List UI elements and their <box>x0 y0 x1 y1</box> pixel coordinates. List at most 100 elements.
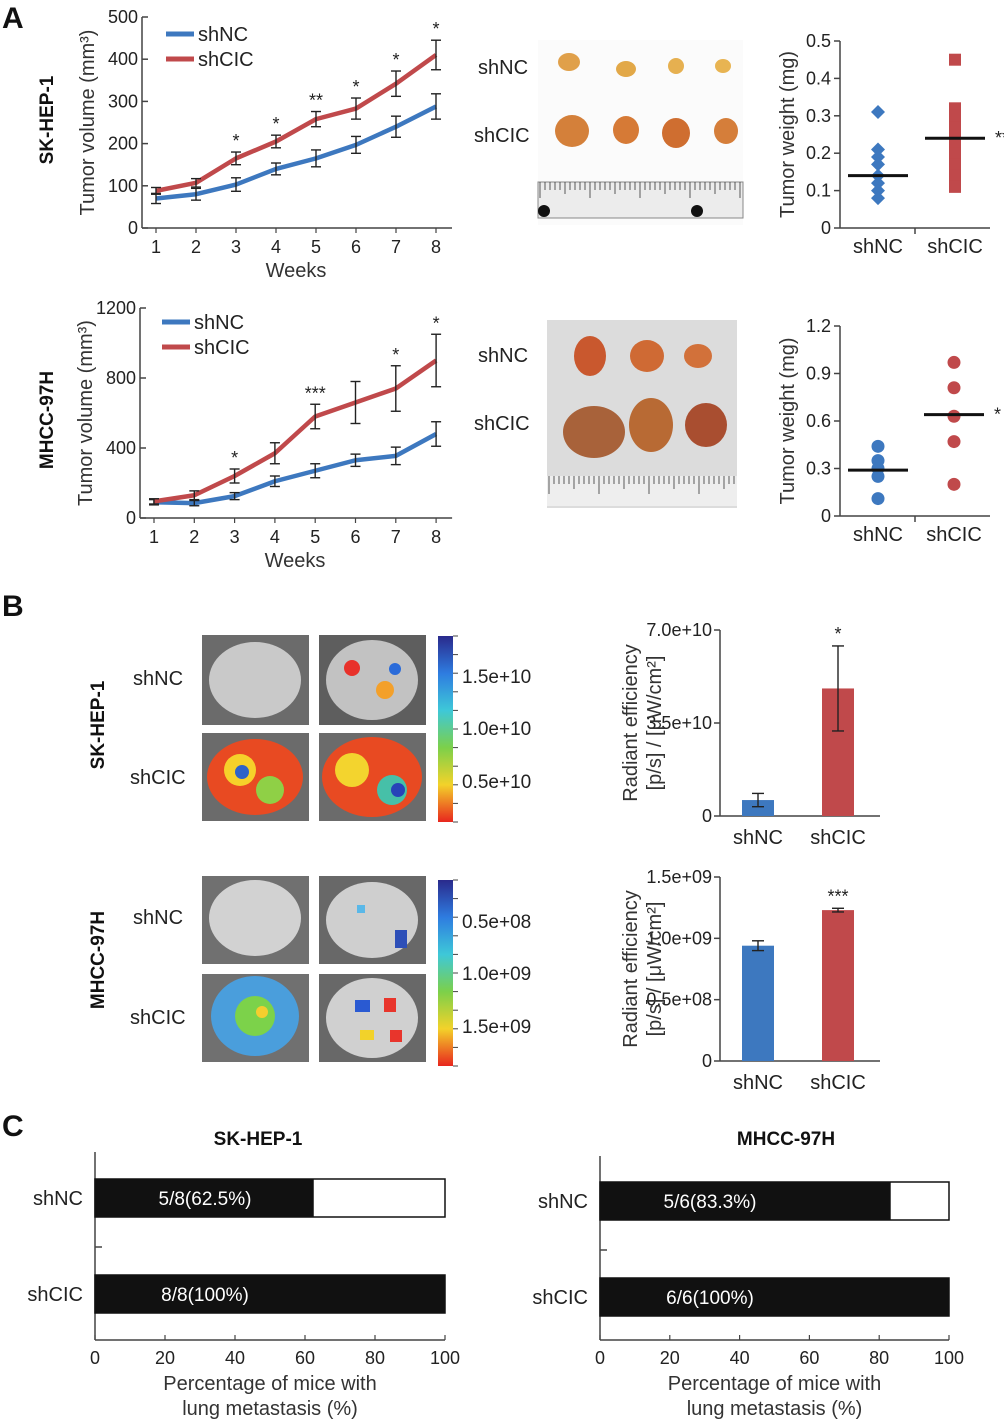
x-category-label: shNC <box>853 236 903 258</box>
data-point-shnc <box>871 439 885 453</box>
tumor-shape <box>616 61 636 77</box>
y-tick-label: 0.2 <box>806 143 831 163</box>
x-tick-label: 0 <box>595 1348 605 1368</box>
tumor-shape <box>715 59 731 73</box>
data-point-shcic <box>949 53 961 66</box>
data-point-shcic <box>949 180 961 193</box>
tumor-shape <box>685 403 727 447</box>
y-axis-label-line: [p/s] / [μW/cm²] <box>644 902 666 1037</box>
sk-colorbar <box>438 636 453 822</box>
mh-weight-chart: 0 0.3 0.6 0.9 1.2 Tumor weight (mg) shNC shCIC * <box>777 316 1001 546</box>
series-line-shnc <box>153 432 438 506</box>
sk-weight-chart: 0 0.1 0.2 0.3 0.4 0.5 Tumor weight (mg) shNC shC… <box>777 31 1004 258</box>
data-point-shnc <box>871 191 885 206</box>
lung-shape <box>326 640 418 720</box>
x-tick-label: 60 <box>799 1348 819 1368</box>
sk-image-label-shcic: shCIC <box>130 767 186 789</box>
significance-mark: *** <box>827 886 848 906</box>
sk-tumor-photo <box>537 40 744 225</box>
y-category-label: shNC <box>538 1191 588 1213</box>
row-label-mh-b: MHCC-97H <box>88 911 109 1009</box>
x-tick-label: 40 <box>730 1348 750 1368</box>
x-tick-label: 2 <box>191 237 201 257</box>
y-tick-label: 0.5 <box>806 31 831 51</box>
mh-colorbar <box>438 880 453 1066</box>
mh-growth-chart: 0 400 800 1200 1 2 3 4 5 6 7 8 Weeks Tumor volume (mm… <box>75 298 453 572</box>
x-axis-label: Percentage of mice with <box>668 1373 881 1395</box>
sk-photo-label-shcic: shCIC <box>474 125 530 147</box>
tumor-shape <box>629 398 673 452</box>
y-tick-label: 200 <box>108 134 138 154</box>
lung-shape <box>326 978 418 1058</box>
row-label-sk-a: SK-HEP-1 <box>37 75 58 164</box>
data-point-shnc <box>871 149 885 164</box>
sk-lung-images <box>202 635 426 821</box>
x-tick-label: 1 <box>151 237 161 257</box>
data-point-shnc <box>871 105 885 120</box>
sk-metastasis-chart: SK-HEP-1 0 20 40 60 80 100 Percentage of mice w… <box>27 1129 460 1420</box>
y-axis-label: Tumor weight (mg) <box>777 337 799 504</box>
y-tick-label: 0 <box>702 1051 712 1071</box>
y-axis-label: Tumor volume (mm³) <box>77 30 99 216</box>
y-tick-label: 100 <box>108 176 138 196</box>
mh-colorbar-label: 1.0e+09 <box>462 964 531 985</box>
sk-image-label-shnc: shNC <box>133 668 183 690</box>
significance-mark: ** <box>995 128 1004 148</box>
ruler <box>537 181 744 219</box>
x-axis-label: Percentage of mice with <box>163 1373 376 1395</box>
bar-shnc <box>742 945 774 1061</box>
y-tick-label: 500 <box>108 7 138 27</box>
x-tick-label: 2 <box>189 527 199 547</box>
x-tick-label: 3 <box>230 527 240 547</box>
x-category-label: shCIC <box>810 827 866 849</box>
data-point-shcic <box>947 381 961 395</box>
significance-mark: *** <box>305 383 326 403</box>
x-category-label: shCIC <box>810 1072 866 1094</box>
mh-tumor-photo <box>547 320 737 508</box>
bar-shnc <box>742 800 774 816</box>
tumor-shape <box>668 58 684 74</box>
x-tick-label: 20 <box>155 1348 175 1368</box>
x-tick-label: 100 <box>430 1348 460 1368</box>
sk-colorbar-label: 1.5e+10 <box>462 667 531 688</box>
mh-image-label-shnc: shNC <box>133 907 183 929</box>
x-axis-label: lung metastasis (%) <box>182 1398 358 1420</box>
y-tick-label: 400 <box>108 49 138 69</box>
y-axis-label: Radiant efficiency [p/s] / [μW/cm²] <box>620 890 666 1048</box>
x-tick-label: 40 <box>225 1348 245 1368</box>
tumor-shape <box>563 406 625 458</box>
significance-mark: * <box>392 345 399 365</box>
x-tick-label: 100 <box>934 1348 964 1368</box>
x-tick-label: 80 <box>365 1348 385 1368</box>
y-tick-label: 0.1 <box>806 181 831 201</box>
data-point-shnc <box>871 469 885 483</box>
sk-photo-label-shnc: shNC <box>478 57 528 79</box>
y-axis-label: Tumor volume (mm³) <box>75 320 97 506</box>
y-axis-label-line: Radiant efficiency <box>620 890 642 1048</box>
significance-mark: * <box>994 405 1001 425</box>
data-point-shcic <box>947 409 961 423</box>
tumor-shape <box>630 340 664 372</box>
bar-label: 8/8(100%) <box>161 1285 249 1306</box>
x-axis-label: Weeks <box>265 550 326 572</box>
series-line-shcic <box>153 358 438 504</box>
y-tick-label: 1.0e+09 <box>646 928 712 948</box>
x-tick-label: 3 <box>231 237 241 257</box>
bar-shnc <box>95 1179 314 1217</box>
y-tick-label: 1.5e+09 <box>646 867 712 887</box>
data-point-shnc <box>871 492 885 506</box>
tumor-shape <box>613 116 639 144</box>
data-point-shcic <box>949 109 961 122</box>
lung-shape <box>209 880 301 956</box>
y-tick-label: 0.3 <box>806 459 831 479</box>
legend-label-shcic: shCIC <box>194 337 250 359</box>
x-category-label: shCIC <box>926 524 982 546</box>
x-tick-label: 6 <box>350 527 360 547</box>
x-category-label: shNC <box>853 524 903 546</box>
x-tick-label: 5 <box>310 527 320 547</box>
sk-colorbar-label: 0.5e+10 <box>462 772 531 793</box>
tumor-shape <box>684 344 712 368</box>
legend-label-shnc: shNC <box>194 312 244 334</box>
data-point-shnc <box>871 176 885 191</box>
